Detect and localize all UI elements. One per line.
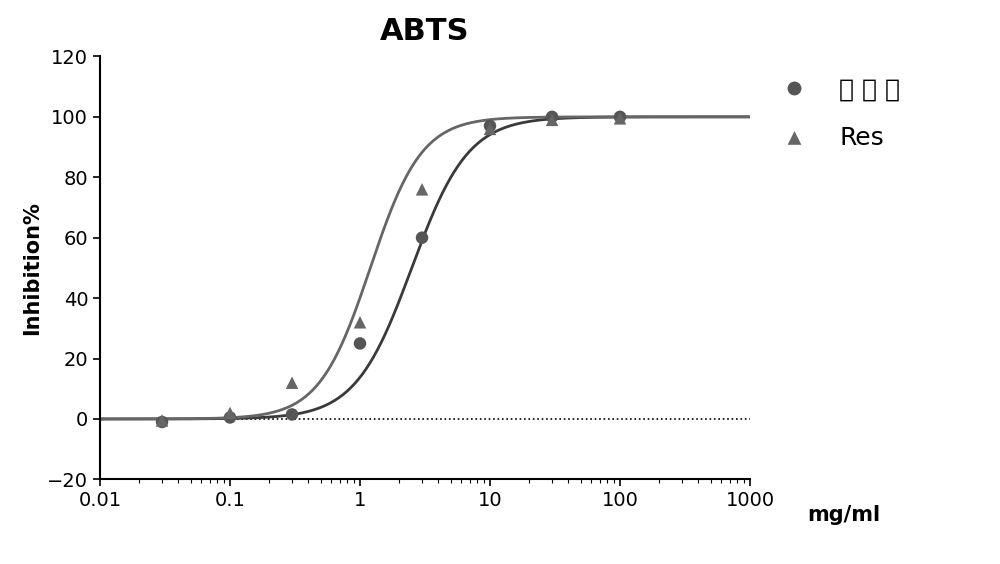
- Point: [222, 408, 238, 417]
- Point: [612, 112, 628, 121]
- Point: [284, 410, 300, 419]
- Point: [414, 233, 430, 242]
- Text: mg/ml: mg/ml: [807, 505, 880, 525]
- Point: [544, 116, 560, 125]
- Point: [352, 339, 368, 348]
- Point: [414, 185, 430, 194]
- Legend: 供 试 物, Res: 供 试 物, Res: [769, 77, 900, 151]
- Point: [154, 416, 170, 425]
- Point: [612, 114, 628, 123]
- Point: [222, 413, 238, 422]
- Point: [284, 378, 300, 387]
- Point: [154, 417, 170, 426]
- Y-axis label: Inhibition%: Inhibition%: [22, 201, 42, 335]
- Title: ABTS: ABTS: [380, 17, 470, 46]
- Point: [482, 121, 498, 130]
- Point: [352, 318, 368, 327]
- Point: [482, 125, 498, 134]
- Point: [544, 112, 560, 121]
